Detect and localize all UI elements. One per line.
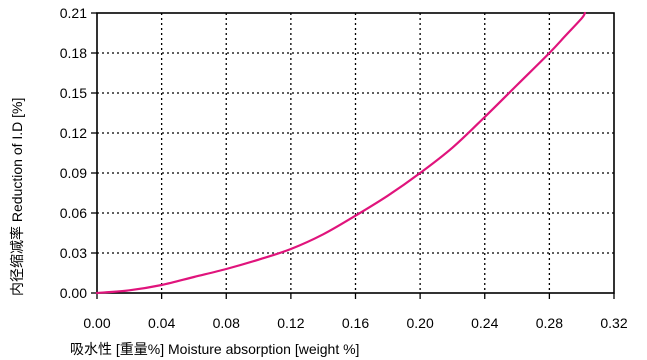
tick-layer: 0.00 0.04 0.08 0.12 0.16 0.20 0.24 0.28 0.32 0.00… xyxy=(60,5,628,331)
x-tick-label: 0.32 xyxy=(600,315,627,331)
y-tick-label: 0.12 xyxy=(60,125,87,141)
x-tick-label: 0.12 xyxy=(277,315,304,331)
y-tick-label: 0.09 xyxy=(60,165,87,181)
x-tick-label: 0.04 xyxy=(148,315,175,331)
x-tick-label: 0.28 xyxy=(536,315,563,331)
series-layer xyxy=(95,11,587,295)
y-tick-label: 0.06 xyxy=(60,205,87,221)
x-tick-label: 0.16 xyxy=(342,315,369,331)
grid-layer xyxy=(97,13,614,293)
y-tick-label: 0.18 xyxy=(60,45,87,61)
y-tick-label: 0.15 xyxy=(60,85,87,101)
x-tick-label: 0.08 xyxy=(213,315,240,331)
y-tick-label: 0.00 xyxy=(60,285,87,301)
x-tick-label: 0.00 xyxy=(83,315,110,331)
x-axis-title: 吸水性 [重量%] Moisture absorption [weight %] xyxy=(70,341,359,357)
y-tick-label: 0.21 xyxy=(60,5,87,21)
x-tick-label: 0.24 xyxy=(471,315,498,331)
y-tick-label: 0.03 xyxy=(60,245,87,261)
y-axis-title: 内径缩减率 Reduction of I.D [%] xyxy=(9,98,25,296)
x-tick-label: 0.20 xyxy=(407,315,434,331)
series-line-0 xyxy=(95,11,587,295)
